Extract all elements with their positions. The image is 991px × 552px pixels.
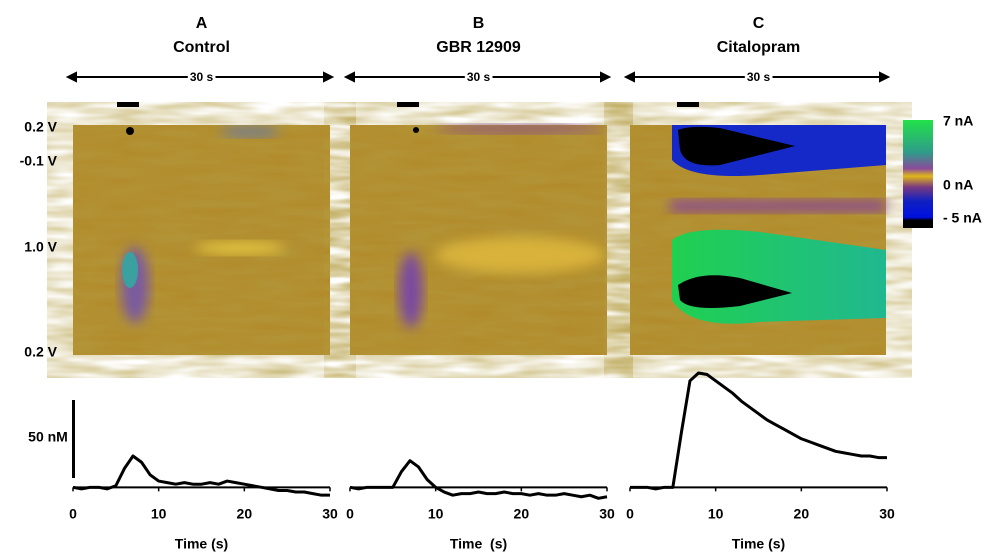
colorbar-label: 0 nA <box>943 177 973 193</box>
duration-label: 30 s <box>467 70 491 84</box>
colorbar-label: - 5 nA <box>943 210 982 226</box>
x-tick-label: 30 <box>599 506 615 522</box>
x-tick-label: 10 <box>428 506 444 522</box>
panel-letter: B <box>473 15 485 32</box>
label-background <box>187 70 216 85</box>
panel-title: Control <box>173 39 230 56</box>
x-tick-label: 30 <box>322 506 338 522</box>
x-tick-label: 20 <box>514 506 530 522</box>
colorbar-label: 7 nA <box>943 113 973 129</box>
panel-title: GBR 12909 <box>436 39 521 56</box>
panel-letter: A <box>196 15 208 32</box>
x-tick-label: 0 <box>626 506 634 522</box>
trace <box>72 454 330 497</box>
scale-bar-label: 50 nM <box>28 429 68 445</box>
x-tick-label: 20 <box>237 506 253 522</box>
voltage-label: 0.2 V <box>24 119 57 135</box>
colorbar <box>903 120 933 228</box>
x-axis-label: Time (s) <box>450 536 507 552</box>
label-background <box>464 70 493 85</box>
x-tick-label: 0 <box>346 506 354 522</box>
x-tick-label: 10 <box>151 506 167 522</box>
scale-bar <box>72 400 75 478</box>
duration-label: 30 s <box>190 70 214 84</box>
x-tick-label: 10 <box>708 506 724 522</box>
voltage-label: -0.1 V <box>20 153 58 169</box>
x-tick-label: 0 <box>69 506 77 522</box>
x-axis-label: Time (s) <box>175 536 228 552</box>
panel-title: Citalopram <box>717 39 801 56</box>
trace <box>349 459 608 500</box>
label-background <box>744 70 773 85</box>
trace <box>630 371 887 491</box>
x-tick-label: 20 <box>794 506 810 522</box>
stimulus-bars <box>117 102 699 107</box>
panel-letter: C <box>753 15 765 32</box>
duration-label: 30 s <box>747 70 771 84</box>
x-tick-label: 30 <box>879 506 895 522</box>
voltage-label: 1.0 V <box>24 239 57 255</box>
voltage-label: 0.2 V <box>24 344 57 360</box>
color-plots <box>73 125 886 355</box>
x-axis-label: Time (s) <box>732 536 785 552</box>
